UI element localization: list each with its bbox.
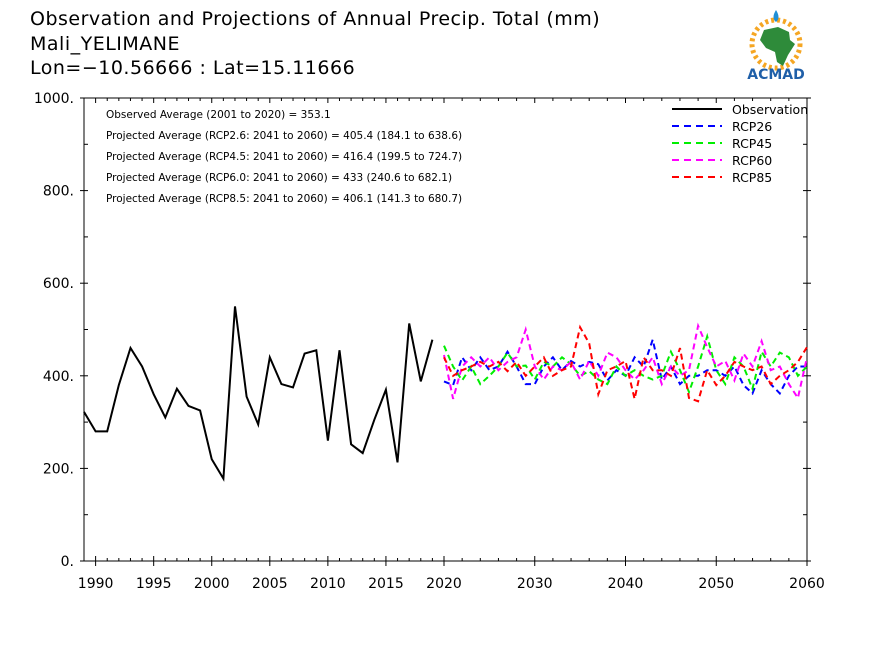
series-line-rcp60 xyxy=(443,322,808,401)
africa-map-icon xyxy=(760,27,795,66)
x-tick-label: 1995 xyxy=(136,576,172,592)
series-line-rcp45 xyxy=(443,332,808,395)
axes: 0. 200. 400. 600. 800. 1000. 1990 1995 2000 2005 2… xyxy=(34,91,825,592)
legend-label: RCP26 xyxy=(732,119,772,134)
x-tick-label: 2000 xyxy=(194,576,230,592)
annotation-text: Projected Average (RCP8.5: 2041 to 2060)… xyxy=(106,193,462,205)
annotation-text: Observed Average (2001 to 2020) = 353.1 xyxy=(106,109,331,121)
annotation-text: Projected Average (RCP4.5: 2041 to 2060)… xyxy=(106,151,462,163)
logo-text: ACMAD xyxy=(747,67,805,83)
plot-frame xyxy=(83,97,808,562)
x-tick-label: 2030 xyxy=(517,576,553,592)
y-tick-label: 400. xyxy=(43,369,74,385)
x-tick-label: 2010 xyxy=(310,576,346,592)
x-tick-label: 2040 xyxy=(608,576,644,592)
acmad-logo: ACMAD xyxy=(747,10,805,83)
annotation-text: Projected Average (RCP2.6: 2041 to 2060)… xyxy=(106,130,462,142)
location-label: Mali_YELIMANE xyxy=(30,33,181,55)
x-tick-label: 2060 xyxy=(789,576,825,592)
annotations: Observed Average (2001 to 2020) = 353.1 P… xyxy=(106,109,462,205)
y-tick-label: 0. xyxy=(61,554,74,570)
x-tick-label: 1990 xyxy=(78,576,114,592)
series-line-rcp85 xyxy=(443,324,808,403)
coordinates-label: Lon=−10.56666 : Lat=15.11666 xyxy=(30,57,356,79)
legend: Observation RCP26 RCP45 RCP60 RCP85 xyxy=(672,102,808,185)
x-tick-label: 2020 xyxy=(426,576,462,592)
annotation-text: Projected Average (RCP6.0: 2041 to 2060)… xyxy=(106,172,452,184)
legend-label: RCP85 xyxy=(732,170,772,185)
series-layer xyxy=(83,306,808,482)
logo-sunburst xyxy=(749,17,803,71)
water-drop-icon xyxy=(773,10,779,22)
legend-label: Observation xyxy=(732,102,808,117)
x-tick-label: 2005 xyxy=(252,576,288,592)
y-tick-label: 800. xyxy=(43,184,74,200)
x-tick-label: 2015 xyxy=(368,576,404,592)
y-tick-label: 600. xyxy=(43,276,74,292)
legend-label: RCP45 xyxy=(732,136,772,151)
chart-title: Observation and Projections of Annual Pr… xyxy=(30,8,601,30)
x-tick-label: 2050 xyxy=(698,576,734,592)
y-tick-label: 200. xyxy=(43,461,74,477)
y-tick-label: 1000. xyxy=(34,91,74,107)
legend-label: RCP60 xyxy=(732,153,772,168)
series-line-observation xyxy=(83,306,434,482)
